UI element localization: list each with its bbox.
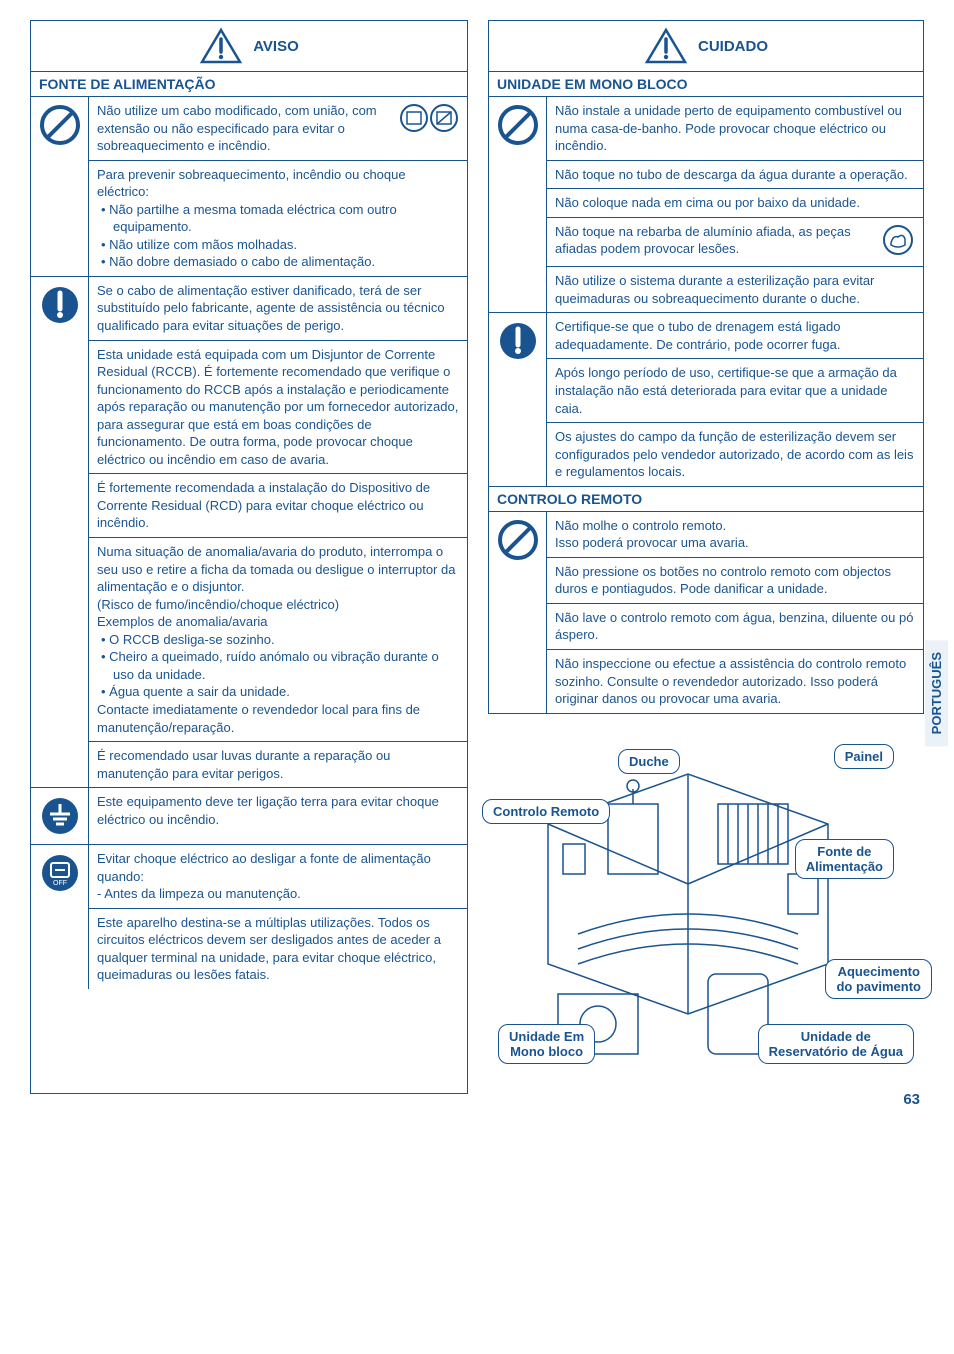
plug-icons: [399, 102, 459, 139]
bullet-txt: Água quente a sair da unidade.: [109, 684, 290, 699]
prohibit-icon: [496, 518, 540, 562]
caution-icon-cell: [31, 277, 89, 787]
label-reservatorio: Unidade de Reservatório de Água: [758, 1024, 914, 1064]
label-mono-bloco: Unidade Em Mono bloco: [498, 1024, 595, 1064]
mono-caution-item: Certifique-se que o tubo de drenagem est…: [547, 313, 923, 359]
bullet-txt: Não utilize com mãos molhadas.: [109, 237, 297, 252]
svg-text:OFF: OFF: [53, 880, 67, 887]
prohibit-text-0: Não utilize um cabo modificado, com uniã…: [97, 102, 389, 155]
label-fonte: Fonte de Alimentação: [795, 839, 894, 879]
prohibit-icon: [38, 103, 82, 147]
anomaly-contact: Contacte imediatamente o revendedor loca…: [97, 701, 459, 736]
poweroff-item: Evitar choque eléctrico ao desligar a fo…: [89, 845, 467, 909]
prohibit-icon-cell: [31, 97, 89, 276]
cuidado-title: CUIDADO: [698, 38, 768, 55]
prohibit-icon-cell: [489, 97, 547, 312]
aviso-header: AVISO: [31, 21, 467, 72]
bullet-txt: O RCCB desliga-se sozinho.: [109, 632, 274, 647]
bullet: • Cheiro a queimado, ruído anómalo ou vi…: [101, 648, 459, 683]
mono-caution-item: Após longo período de uso, certifique-se…: [547, 359, 923, 423]
ground-item: Este equipamento deve ter ligação terra …: [89, 788, 467, 833]
mono-caution-item: Os ajustes do campo da função de esteril…: [547, 423, 923, 486]
aviso-title: AVISO: [253, 38, 299, 55]
remote-item: Não pressione os botões no controlo remo…: [547, 558, 923, 604]
system-diagram: Painel Duche Controlo Remoto Fonte de Al…: [488, 734, 924, 1094]
caution-item: É fortemente recomendada a instalação do…: [89, 474, 467, 538]
prohibit-text-1: Para prevenir sobreaquecimento, incêndio…: [97, 166, 459, 201]
prohibit-text: Não utilize um cabo modificado, com uniã…: [89, 97, 467, 276]
caution-text: Se o cabo de alimentação estiver danific…: [89, 277, 467, 787]
caution-block: Se o cabo de alimentação estiver danific…: [31, 277, 467, 788]
prohibit-icon: [496, 103, 540, 147]
warning-triangle-icon: [199, 27, 243, 65]
mono-item: Não instale a unidade perto de equipamen…: [547, 97, 923, 161]
ground-block: Este equipamento deve ter ligação terra …: [31, 788, 467, 845]
bullet: • Não utilize com mãos molhadas.: [101, 236, 459, 254]
mono-item: Não utilize o sistema durante a esterili…: [547, 267, 923, 312]
bullet: • O RCCB desliga-se sozinho.: [101, 631, 459, 649]
mono-item: Não coloque nada em cima ou por baixo da…: [547, 189, 923, 218]
anomaly-title: Exemplos de anomalia/avaria: [97, 613, 459, 631]
mono-caution-text: Certifique-se que o tubo de drenagem est…: [547, 313, 923, 485]
label-controlo-remoto: Controlo Remoto: [482, 799, 610, 824]
bullet-list: • Não partilhe a mesma tomada eléctrica …: [97, 201, 459, 271]
label-duche: Duche: [618, 749, 680, 774]
remote-prohibit-text: Não molhe o controlo remoto. Isso poderá…: [547, 512, 923, 713]
ground-icon-cell: [31, 788, 89, 844]
prohibit-item: Para prevenir sobreaquecimento, incêndio…: [89, 161, 467, 276]
mono-item: Não toque na rebarba de alumínio afiada,…: [547, 218, 923, 268]
caution-item: Se o cabo de alimentação estiver danific…: [89, 277, 467, 341]
fonte-section-title: FONTE DE ALIMENTAÇÃO: [31, 72, 467, 97]
bullet: • Não partilhe a mesma tomada eléctrica …: [101, 201, 459, 236]
mono-sharp: Não toque na rebarba de alumínio afiada,…: [555, 223, 871, 258]
bullet-txt: Cheiro a queimado, ruído anómalo ou vibr…: [109, 649, 439, 682]
ground-text: Este equipamento deve ter ligação terra …: [89, 788, 467, 844]
label-aquecimento: Aquecimento do pavimento: [825, 959, 932, 999]
label-painel: Painel: [834, 744, 894, 769]
anomaly-item: Numa situação de anomalia/avaria do prod…: [89, 538, 467, 742]
anomaly-bullets: • O RCCB desliga-se sozinho. • Cheiro a …: [97, 631, 459, 701]
prohibit-block: Não utilize um cabo modificado, com uniã…: [31, 97, 467, 277]
remote-item: Não molhe o controlo remoto. Isso poderá…: [547, 512, 923, 558]
caution-item: Esta unidade está equipada com um Disjun…: [89, 341, 467, 475]
power-off-icon: OFF: [38, 851, 82, 895]
bullet-txt: Não partilhe a mesma tomada eléctrica co…: [109, 202, 397, 235]
multiuse-item: Este aparelho destina-se a múltiplas uti…: [89, 909, 467, 989]
language-tab: PORTUGUÊS: [925, 640, 948, 746]
remoto-section-title: CONTROLO REMOTO: [489, 487, 923, 512]
mono-item: Não toque no tubo de descarga da água du…: [547, 161, 923, 190]
prohibit-icon-cell: [489, 512, 547, 713]
exclamation-circle-icon: [496, 319, 540, 363]
hand-cut-icon: [881, 223, 915, 262]
anomaly-risk: (Risco de fumo/incêndio/choque eléctrico…: [97, 596, 459, 614]
aviso-column: AVISO FONTE DE ALIMENTAÇÃO Não utilize u…: [30, 20, 468, 1094]
warning-triangle-icon: [644, 27, 688, 65]
page-columns: AVISO FONTE DE ALIMENTAÇÃO Não utilize u…: [30, 20, 924, 1094]
cuidado-column: CUIDADO UNIDADE EM MONO BLOCO Não instal…: [488, 20, 924, 714]
remote-prohibit-block: Não molhe o controlo remoto. Isso poderá…: [489, 512, 923, 713]
exclamation-circle-icon: [38, 283, 82, 327]
bullet-txt: Não dobre demasiado o cabo de alimentaçã…: [109, 254, 375, 269]
remote-item: Não lave o controlo remoto com água, ben…: [547, 604, 923, 650]
page-number: 63: [903, 1091, 920, 1108]
caution-icon-cell: [489, 313, 547, 485]
poweroff-block: OFF Evitar choque eléctrico ao desligar …: [31, 845, 467, 989]
mono-caution-block: Certifique-se que o tubo de drenagem est…: [489, 313, 923, 486]
remote-item: Não inspeccione ou efectue a assistência…: [547, 650, 923, 713]
cuidado-header: CUIDADO: [489, 21, 923, 72]
ground-icon: [38, 794, 82, 838]
monobloco-section-title: UNIDADE EM MONO BLOCO: [489, 72, 923, 97]
bullet: • Água quente a sair da unidade.: [101, 683, 459, 701]
mono-prohibit-block: Não instale a unidade perto de equipamen…: [489, 97, 923, 313]
gloves-item: É recomendado usar luvas durante a repar…: [89, 742, 467, 787]
poweroff-icon-cell: OFF: [31, 845, 89, 989]
poweroff-text: Evitar choque eléctrico ao desligar a fo…: [89, 845, 467, 989]
bullet: • Não dobre demasiado o cabo de alimenta…: [101, 253, 459, 271]
anomaly-intro: Numa situação de anomalia/avaria do prod…: [97, 543, 459, 596]
prohibit-item: Não utilize um cabo modificado, com uniã…: [89, 97, 467, 161]
mono-prohibit-text: Não instale a unidade perto de equipamen…: [547, 97, 923, 312]
